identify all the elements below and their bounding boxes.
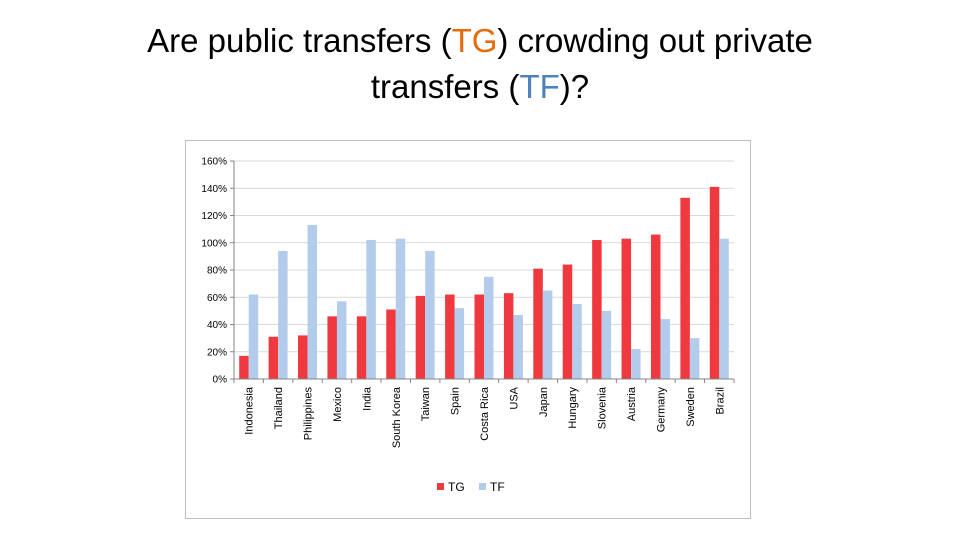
legend: TG TF [437,480,505,494]
y-tick-label: 0% [213,375,228,386]
bar-tf-south-korea [395,238,406,379]
bar-tf-germany [660,319,670,379]
legend-label-tg: TG [448,480,465,494]
bar-tf-japan [542,290,553,379]
bars [239,186,729,379]
slide-title: Are public transfers (TG) crowding out p… [0,18,960,110]
title-text: ) crowding out private [497,22,813,59]
category-label: Spain [450,387,462,415]
bar-tf-hungary [572,304,582,379]
title-text: Are public transfers ( [147,22,452,59]
title-line-1: Are public transfers (TG) crowding out p… [147,22,813,59]
bar-tf-spain [454,308,465,379]
bar-tf-usa [513,314,523,379]
bar-chart: 0% 20% 40% 60% 80% 100% 120% 140% 160% Indonesia… [201,157,735,494]
category-label: USA [508,386,520,409]
legend-swatch-tf [479,483,486,490]
category-label: Mexico [332,387,344,422]
category-label: Taiwan [420,387,432,421]
y-tick-label: 40% [207,320,227,331]
title-tf-highlight: TF [519,68,560,105]
x-axis [233,161,735,383]
category-label: Brazil [714,387,726,415]
category-label: Philippines [303,387,315,441]
y-tick-label: 160% [201,157,227,168]
legend-label-tf: TF [490,480,505,494]
bar-tg-taiwan [415,295,426,379]
bar-tg-philippines [298,335,308,379]
bar-tg-mexico [327,316,337,379]
chart-frame: 0% 20% 40% 60% 80% 100% 120% 140% 160% Indonesia… [185,140,751,519]
bar-tg-hungary [562,264,573,379]
category-labels: Indonesia Thailand Philippines Mexico India S… [244,386,727,448]
bar-tg-india [356,316,367,379]
bar-tf-costa-rica [484,276,494,379]
y-tick-label: 60% [207,293,227,304]
y-axis-ticks: 0% 20% 40% 60% 80% 100% 120% 140% 160% [201,157,234,386]
bar-tg-germany [650,234,661,379]
category-label: Japan [538,387,550,417]
title-tg-highlight: TG [451,22,498,59]
y-tick-label: 80% [207,266,227,277]
category-label: Hungary [567,387,579,429]
category-label: Thailand [273,387,285,429]
bar-tf-slovenia [601,310,612,379]
bar-tg-usa [503,293,514,379]
title-text: )? [559,68,590,105]
bar-tg-sweden [680,197,690,379]
bar-tf-taiwan [425,250,435,379]
bar-tf-indonesia [248,294,259,379]
bar-tg-slovenia [592,240,602,379]
bar-tg-thailand [268,336,279,379]
y-tick-label: 100% [201,238,227,249]
category-label: India [361,386,373,411]
bar-tf-thailand [278,250,288,379]
bar-tg-brazil [709,186,720,379]
bar-tf-sweden [689,338,700,379]
category-label: Costa Rica [479,386,491,441]
bar-tg-austria [621,238,632,379]
bar-tg-spain [445,294,455,379]
category-label: Germany [655,387,667,433]
bar-tf-mexico [336,301,347,379]
bar-tf-philippines [307,225,318,379]
bar-tg-indonesia [239,355,249,379]
category-label: Sweden [685,387,697,427]
bar-tg-costa-rica [474,294,484,379]
y-tick-label: 140% [201,184,227,195]
bar-tf-india [366,240,376,379]
y-tick-label: 20% [207,347,227,358]
bar-tg-japan [533,268,543,379]
category-label: Austria [626,386,638,421]
category-label: Indonesia [244,386,256,435]
category-label: Slovenia [597,386,609,429]
title-line-2: transfers (TF)? [371,68,589,105]
bar-tf-austria [631,349,641,379]
legend-swatch-tg [437,483,444,490]
title-text: transfers ( [370,68,520,105]
bar-tg-south-korea [386,309,396,379]
y-tick-label: 120% [201,211,227,222]
bar-tf-brazil [719,238,729,379]
category-label: South Korea [391,386,403,448]
